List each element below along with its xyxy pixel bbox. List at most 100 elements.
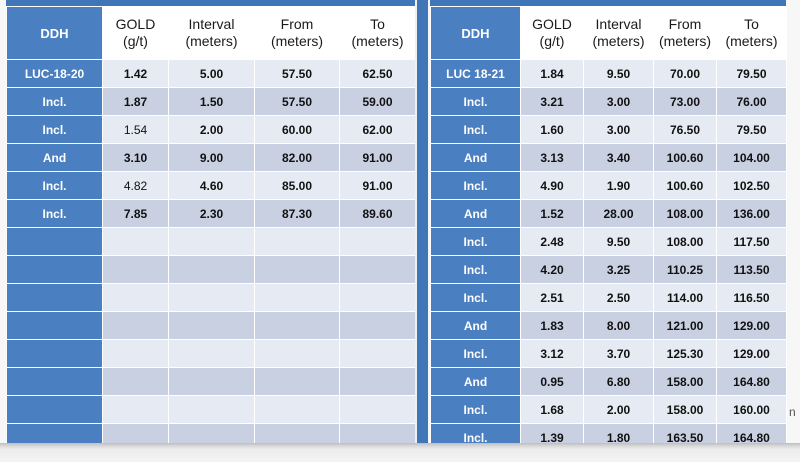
from-cell: 85.00 (254, 171, 340, 200)
from-cell: 110.25 (653, 255, 717, 284)
table-header-row: DDH GOLD (g/t) Interval (meters) From (mete… (6, 6, 416, 60)
ddh-cell: Incl. (430, 115, 521, 144)
interval-header: Interval (meters) (168, 6, 255, 60)
ddh-cell: And (430, 367, 521, 396)
table-row (6, 283, 416, 312)
gold-cell: 0.95 (520, 367, 584, 396)
from-cell (254, 283, 340, 312)
from-cell: 125.30 (653, 339, 717, 368)
interval-cell: 1.50 (168, 87, 255, 116)
to-cell: 164.80 (716, 367, 787, 396)
table-row: And 0.95 6.80 158.00 164.80 (430, 367, 787, 396)
interval-cell (168, 395, 255, 424)
ddh-cell: Incl. (430, 87, 521, 116)
ddh-cell (6, 283, 103, 312)
from-cell: 82.00 (254, 143, 340, 172)
gold-cell: 4.82 (102, 171, 169, 200)
drill-results-table-left: DDH GOLD (g/t) Interval (meters) From (mete… (6, 6, 416, 452)
gold-cell: 1.87 (102, 87, 169, 116)
interval-cell: 3.25 (583, 255, 654, 284)
from-cell: 60.00 (254, 115, 340, 144)
to-cell (339, 367, 416, 396)
ddh-cell: Incl. (430, 395, 521, 424)
interval-cell: 3.70 (583, 339, 654, 368)
table-header-row: DDH GOLD (g/t) Interval (meters) From (mete… (430, 6, 787, 60)
to-cell: 79.50 (716, 115, 787, 144)
from-cell: 121.00 (653, 311, 717, 340)
from-cell (254, 395, 340, 424)
ddh-cell: And (430, 311, 521, 340)
to-header: To (meters) (716, 6, 787, 60)
gold-cell: 1.54 (102, 115, 169, 144)
table-row: Incl. 1.54 2.00 60.00 62.00 (6, 115, 416, 144)
table-row: Incl. 3.21 3.00 73.00 76.00 (430, 87, 787, 116)
table-row: Incl. 4.90 1.90 100.60 102.50 (430, 171, 787, 200)
interval-cell: 1.90 (583, 171, 654, 200)
table-row: LUC 18-21 1.84 9.50 70.00 79.50 (430, 59, 787, 88)
table-row: And 1.83 8.00 121.00 129.00 (430, 311, 787, 340)
interval-header: Interval (meters) (583, 6, 654, 60)
gold-cell (102, 255, 169, 284)
to-cell: 104.00 (716, 143, 787, 172)
table-body-right: LUC 18-21 1.84 9.50 70.00 79.50 Incl. 3.21 3.00… (430, 59, 787, 452)
to-cell: 113.50 (716, 255, 787, 284)
to-cell: 79.50 (716, 59, 787, 88)
interval-cell: 2.00 (168, 115, 255, 144)
gold-cell: 1.84 (520, 59, 584, 88)
from-cell: 70.00 (653, 59, 717, 88)
to-cell: 62.00 (339, 115, 416, 144)
gold-cell: 1.42 (102, 59, 169, 88)
bottom-edge-band (0, 443, 800, 462)
from-cell: 108.00 (653, 199, 717, 228)
panel-gap (415, 0, 417, 443)
table-row: And 3.13 3.40 100.60 104.00 (430, 143, 787, 172)
ddh-cell: Incl. (430, 255, 521, 284)
gold-cell: 3.21 (520, 87, 584, 116)
ddh-cell: Incl. (430, 339, 521, 368)
gold-cell (102, 367, 169, 396)
table-row: And 1.52 28.00 108.00 136.00 (430, 199, 787, 228)
table-row: Incl. 1.87 1.50 57.50 59.00 (6, 87, 416, 116)
from-cell (254, 255, 340, 284)
from-cell: 100.60 (653, 143, 717, 172)
gold-cell (102, 339, 169, 368)
table-row (6, 395, 416, 424)
ddh-cell (6, 311, 103, 340)
right-table-panel: DDH GOLD (g/t) Interval (meters) From (mete… (430, 0, 787, 452)
gold-cell: 3.12 (520, 339, 584, 368)
interval-cell (168, 339, 255, 368)
table-row: Incl. 2.51 2.50 114.00 116.50 (430, 283, 787, 312)
from-cell: 158.00 (653, 367, 717, 396)
to-cell: 59.00 (339, 87, 416, 116)
to-cell: 129.00 (716, 339, 787, 368)
ddh-cell: LUC 18-21 (430, 59, 521, 88)
interval-cell (168, 227, 255, 256)
to-cell: 91.00 (339, 143, 416, 172)
edge-text: n (789, 405, 796, 419)
interval-cell: 3.40 (583, 143, 654, 172)
ddh-header: DDH (6, 6, 103, 60)
from-cell: 57.50 (254, 87, 340, 116)
table-row: Incl. 4.20 3.25 110.25 113.50 (430, 255, 787, 284)
gold-cell (102, 227, 169, 256)
to-cell: 76.00 (716, 87, 787, 116)
drill-results-table-right: DDH GOLD (g/t) Interval (meters) From (mete… (430, 6, 787, 452)
interval-cell: 9.50 (583, 227, 654, 256)
gold-cell: 1.52 (520, 199, 584, 228)
interval-cell: 8.00 (583, 311, 654, 340)
ddh-cell: Incl. (430, 283, 521, 312)
gold-cell (102, 283, 169, 312)
to-cell (339, 395, 416, 424)
from-cell (254, 367, 340, 396)
from-cell: 76.50 (653, 115, 717, 144)
to-cell (339, 227, 416, 256)
left-table-panel: DDH GOLD (g/t) Interval (meters) From (mete… (6, 0, 416, 452)
ddh-cell (6, 255, 103, 284)
to-cell: 136.00 (716, 199, 787, 228)
ddh-cell: Incl. (6, 115, 103, 144)
gold-cell: 1.83 (520, 311, 584, 340)
table-row: LUC-18-20 1.42 5.00 57.50 62.50 (6, 59, 416, 88)
interval-cell: 5.00 (168, 59, 255, 88)
gold-cell: 3.10 (102, 143, 169, 172)
table-row (6, 311, 416, 340)
